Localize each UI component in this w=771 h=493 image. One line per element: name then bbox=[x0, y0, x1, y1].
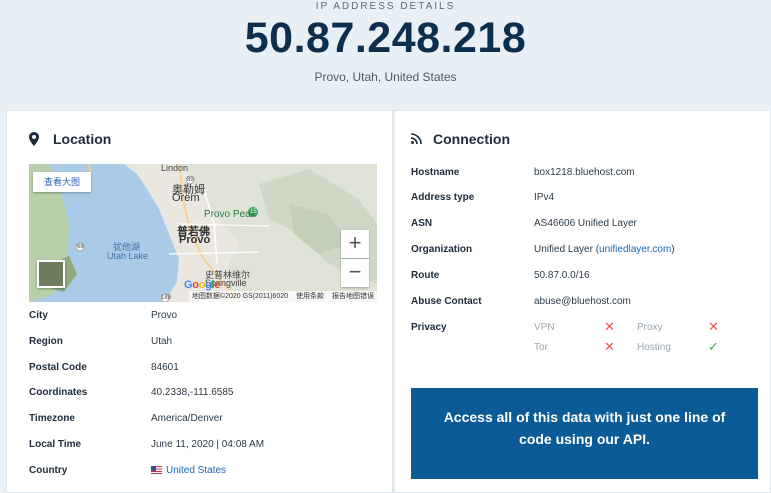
row-route: Route 50.87.0.0/16 bbox=[411, 269, 751, 295]
row-key: Organization bbox=[411, 244, 473, 255]
map-label-utah-lake: Utah Lake bbox=[107, 251, 149, 261]
privacy-vpn-false-icon: ✕ bbox=[604, 319, 615, 334]
row-value: 84601 bbox=[151, 362, 179, 373]
row-city: City Provo bbox=[29, 309, 379, 335]
row-region: Region Utah bbox=[29, 335, 379, 361]
row-key: Postal Code bbox=[29, 362, 87, 373]
header-location: Provo, Utah, United States bbox=[314, 70, 457, 84]
privacy-tor-false-icon: ✕ bbox=[604, 339, 615, 354]
row-hostname: Hostname box1218.bluehost.com bbox=[411, 166, 751, 192]
privacy-tor-label: Tor bbox=[534, 342, 548, 353]
row-key: City bbox=[29, 310, 48, 321]
row-key: Route bbox=[411, 270, 440, 281]
privacy-hosting-label: Hosting bbox=[637, 342, 671, 353]
organization-name: Unified Layer ( bbox=[534, 244, 600, 255]
map-attribution: 地图数据©2020 GS(2011)6020 使用条款 报告地图错误 bbox=[188, 291, 377, 302]
row-asn: ASN AS46606 Unified Layer bbox=[411, 217, 751, 243]
map-label-springville: Springville bbox=[205, 278, 247, 288]
zoom-out-button[interactable]: − bbox=[341, 259, 369, 287]
map-label-provo-cn: 普若佛 bbox=[177, 226, 210, 238]
map-route-189: 189 bbox=[161, 295, 172, 301]
connection-title: Connection bbox=[433, 131, 510, 147]
header-kicker: IP ADDRESS DETAILS bbox=[315, 1, 456, 12]
row-key: Local Time bbox=[29, 439, 82, 450]
hostname-value: box1218.bluehost.com bbox=[534, 167, 635, 178]
privacy-vpn-label: VPN bbox=[534, 322, 555, 333]
map-pin-icon bbox=[29, 132, 39, 146]
row-country: Country United States bbox=[29, 464, 379, 490]
row-abuse-contact: Abuse Contact abuse@bluehost.com bbox=[411, 295, 751, 321]
row-key: Abuse Contact bbox=[411, 296, 482, 307]
row-value: June 11, 2020 | 04:08 AM bbox=[151, 439, 265, 450]
organization-suffix: ) bbox=[671, 244, 675, 255]
map-label-utah-lake-cn: 犹他湖 bbox=[113, 242, 141, 252]
row-value: 40.2338,-111.6585 bbox=[151, 387, 234, 398]
row-postal-code: Postal Code 84601 bbox=[29, 361, 379, 387]
row-key: Coordinates bbox=[29, 387, 88, 398]
map-label-orem-cn: 奥勒姆 bbox=[172, 184, 205, 196]
map-label-orem: Orem bbox=[172, 192, 200, 204]
row-coordinates: Coordinates 40.2338,-111.6585 bbox=[29, 386, 379, 412]
api-cta-banner[interactable]: Access all of this data with just one li… bbox=[411, 388, 758, 479]
address-type-value: IPv4 bbox=[534, 192, 555, 203]
location-map[interactable]: Lindon 奥勒姆 Orem 普若佛 Provo Provo Peak 犹他湖… bbox=[29, 164, 377, 302]
privacy-proxy-false-icon: ✕ bbox=[708, 319, 719, 334]
privacy-proxy-label: Proxy bbox=[637, 322, 663, 333]
row-key: Country bbox=[29, 465, 68, 476]
asn-link[interactable]: AS46606 Unified Layer bbox=[534, 218, 637, 229]
ip-header: IP ADDRESS DETAILS 50.87.248.218 Provo, … bbox=[0, 0, 771, 110]
zoom-in-button[interactable]: + bbox=[341, 230, 369, 258]
map-route-68: 68 bbox=[77, 244, 84, 250]
map-route-89: 89 bbox=[187, 177, 194, 183]
row-value: Utah bbox=[151, 336, 173, 347]
organization-domain-link[interactable]: unifiedlayer.com bbox=[599, 244, 672, 255]
row-key: Region bbox=[29, 336, 63, 347]
row-timezone: Timezone America/Denver bbox=[29, 412, 379, 438]
organization-value: Unified Layer (unifiedlayer.com) bbox=[534, 243, 675, 257]
privacy-hosting-true-icon: ✓ bbox=[708, 339, 719, 354]
us-flag-icon bbox=[151, 466, 162, 474]
row-organization: Organization Unified Layer (unifiedlayer… bbox=[411, 243, 751, 269]
row-local-time: Local Time June 11, 2020 | 04:08 AM bbox=[29, 438, 379, 464]
map-label-springville-cn: 史普林维尔 bbox=[205, 270, 251, 280]
report-map-error-link[interactable]: 报告地图错误 bbox=[332, 293, 374, 300]
row-value: Provo bbox=[151, 310, 178, 321]
location-title: Location bbox=[53, 131, 112, 147]
row-key: ASN bbox=[411, 218, 433, 229]
row-privacy: Privacy VPN ✕ Proxy ✕ Tor ✕ Hosting ✓ bbox=[411, 319, 751, 361]
row-key: Privacy bbox=[411, 322, 447, 333]
ip-address: 50.87.248.218 bbox=[244, 14, 527, 62]
abuse-contact-value: abuse@bluehost.com bbox=[534, 296, 631, 307]
connection-panel: Connection Hostname box1218.bluehost.com… bbox=[394, 110, 771, 493]
map-label-provo-peak: Provo Peak bbox=[204, 209, 256, 220]
signal-icon bbox=[411, 133, 422, 144]
row-key: Hostname bbox=[411, 167, 460, 178]
google-logo: Google bbox=[184, 279, 221, 291]
row-key: Timezone bbox=[29, 413, 75, 424]
row-value: America/Denver bbox=[151, 413, 223, 424]
map-label-lindon: Lindon bbox=[161, 164, 189, 173]
view-larger-map-button[interactable]: 查看大图 bbox=[33, 172, 91, 192]
row-value-country: United States bbox=[151, 464, 226, 478]
map-label-provo: Provo bbox=[179, 234, 211, 246]
satellite-toggle[interactable] bbox=[37, 260, 65, 288]
row-key: Address type bbox=[411, 192, 475, 203]
map-data-label: 地图数据 bbox=[191, 293, 220, 300]
location-panel: Location Lindon 奥勒姆 Orem 普若佛 Provo Provo… bbox=[6, 110, 393, 493]
map-route-15: 15 bbox=[250, 209, 257, 215]
country-link[interactable]: United States bbox=[166, 465, 227, 476]
route-link[interactable]: 50.87.0.0/16 bbox=[534, 270, 590, 281]
map-copyright: ©2020 GS(2011)6020 bbox=[219, 293, 288, 300]
row-address-type: Address type IPv4 bbox=[411, 191, 751, 217]
terms-link[interactable]: 使用条款 bbox=[296, 293, 324, 300]
